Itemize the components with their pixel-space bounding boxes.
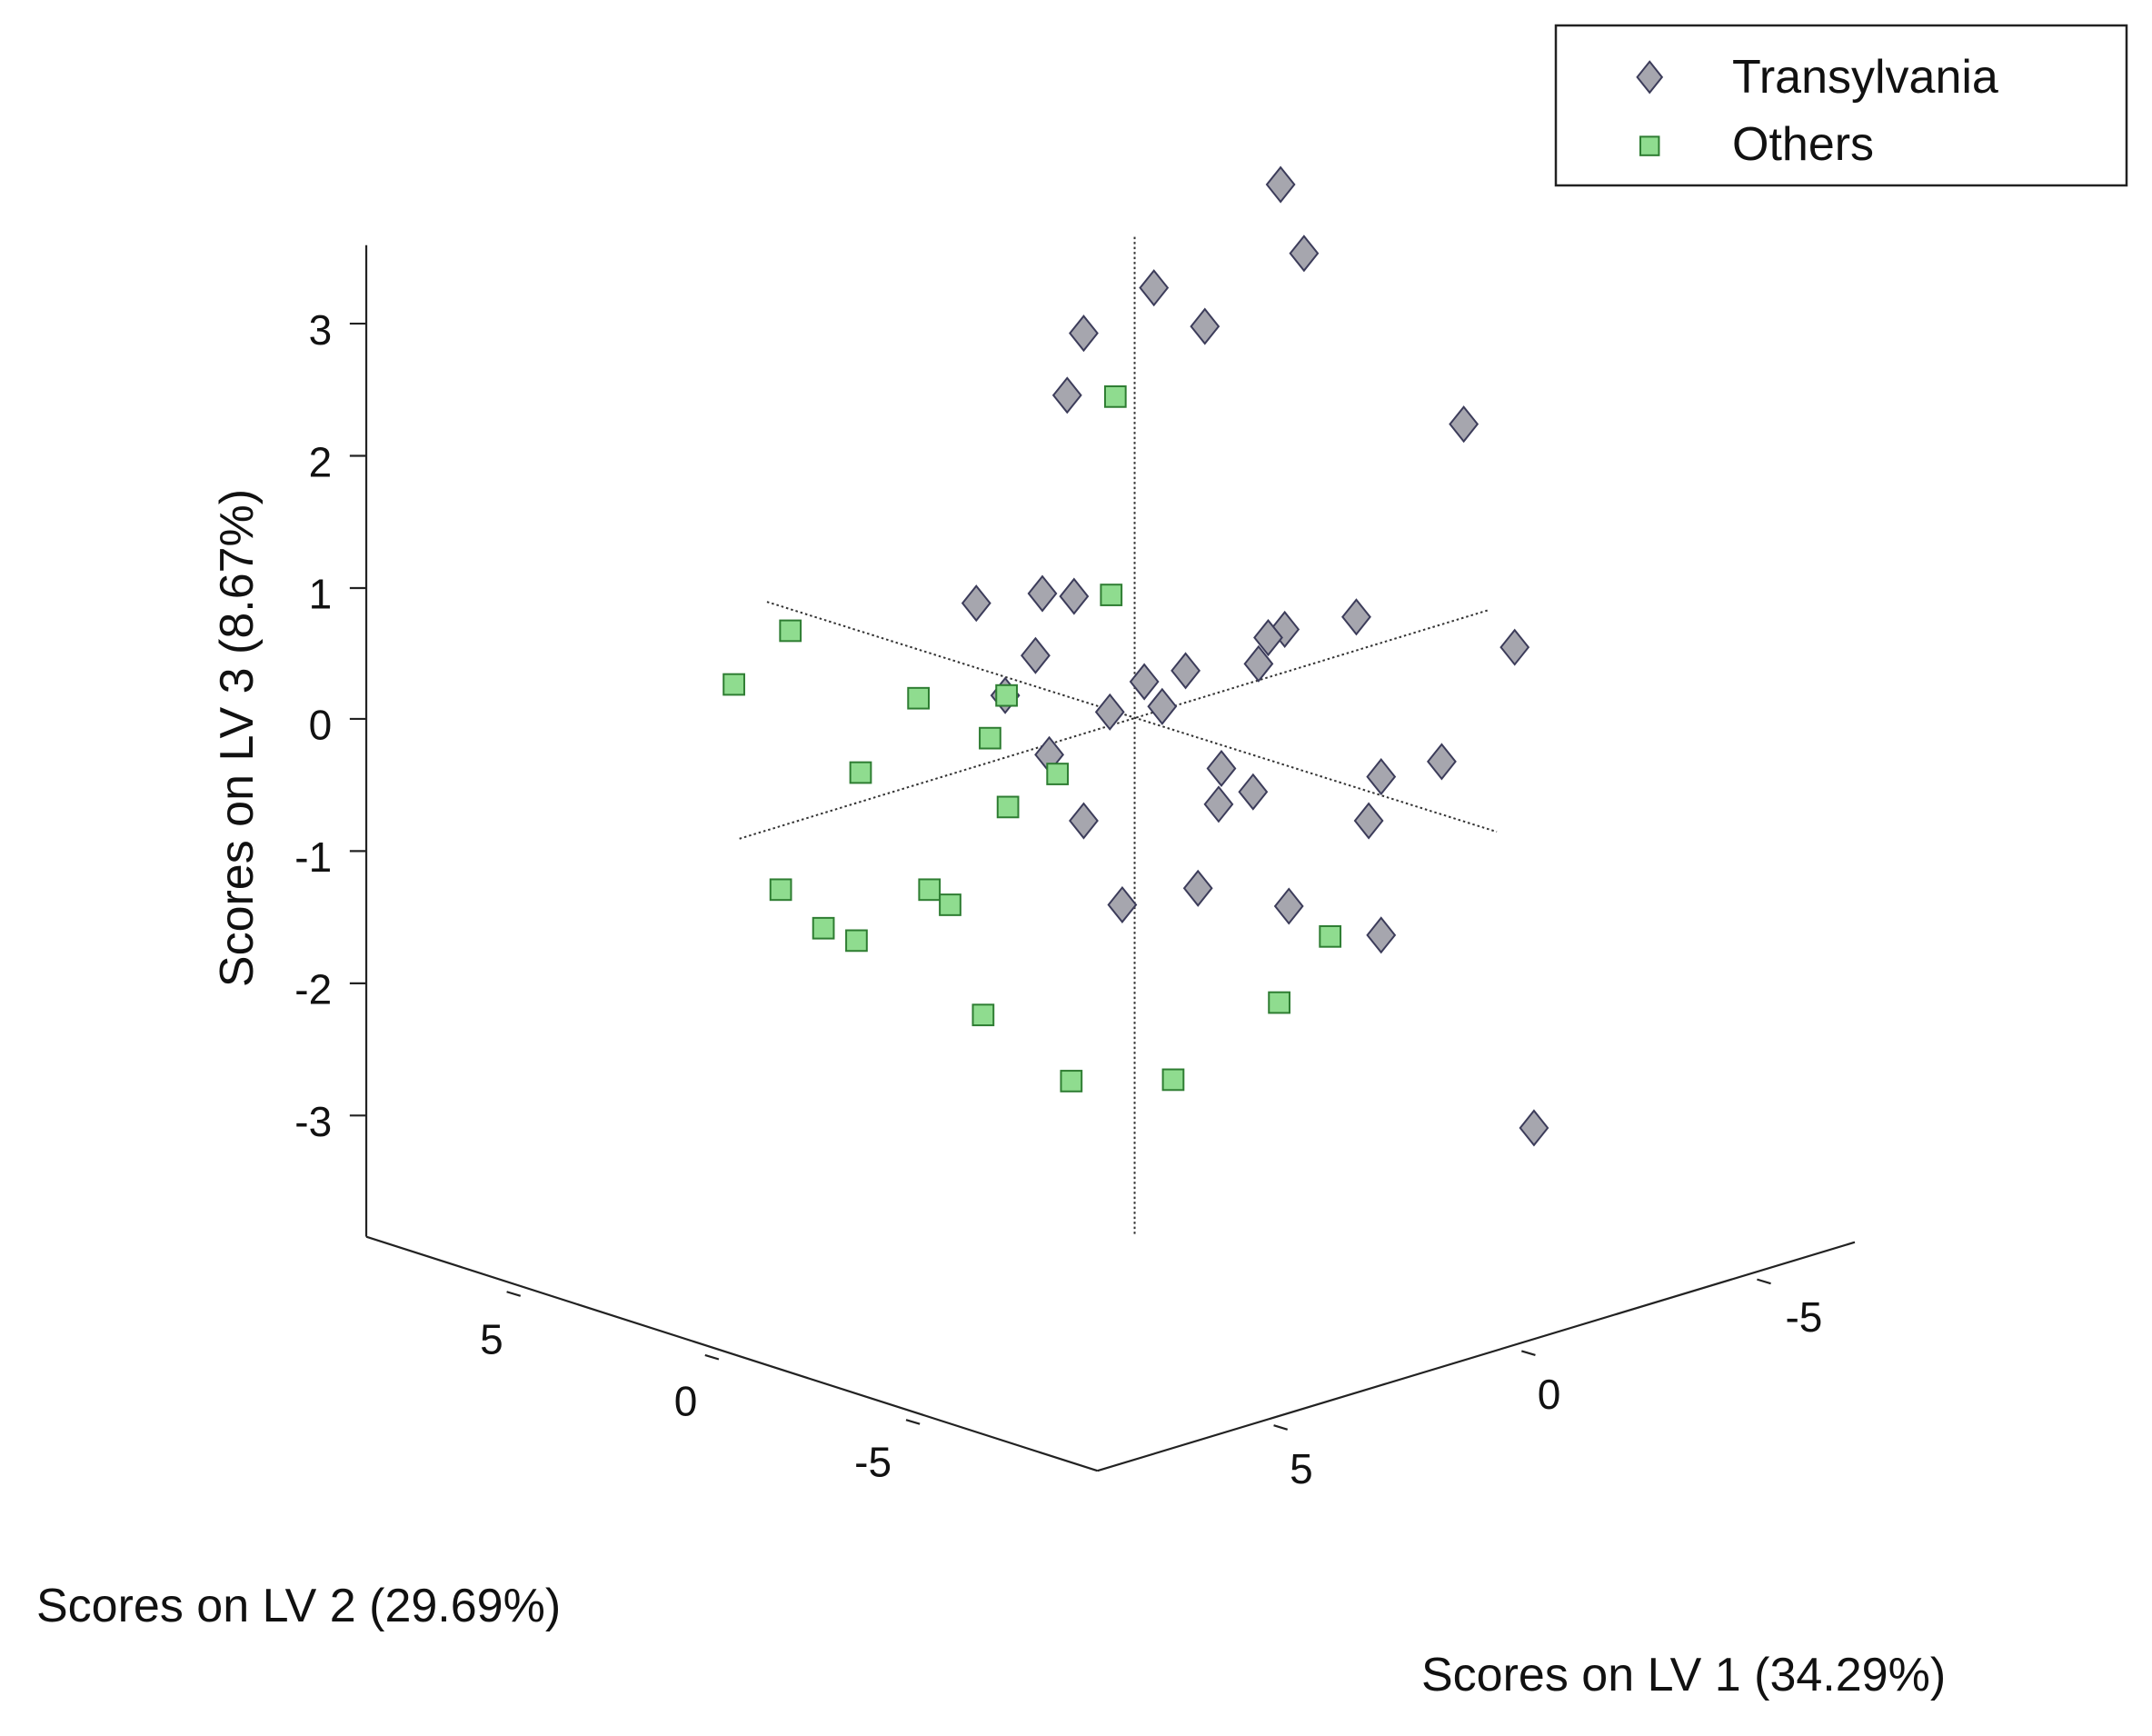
y-tick [704,1353,720,1361]
others-point [1268,991,1290,1014]
transylvania-point [1027,574,1058,613]
others-point [995,683,1018,707]
z-tick-label: 1 [309,571,333,618]
transylvania-point [1190,307,1220,345]
transylvania-point [961,584,991,623]
others-point [779,619,802,643]
x-tick [1757,1278,1771,1285]
legend-label-others: Others [1732,118,1874,171]
y-tick [506,1291,522,1297]
transylvania-point [1094,693,1125,731]
others-point [979,726,1001,750]
transylvania-point [1353,802,1384,840]
transylvania-point [1273,887,1304,925]
transylvania-point [1289,234,1320,273]
x-axis-title: Scores on LV 1 (34.29%) [1421,1649,1946,1701]
transylvania-point [1059,577,1090,615]
y-tick-label: 5 [480,1315,503,1362]
transylvania-point [1206,749,1237,788]
transylvania-point [1182,869,1213,907]
transylvania-point [1069,802,1099,840]
others-point [1100,584,1123,606]
others-point [769,878,792,902]
others-point [1103,385,1127,408]
transylvania-point [1020,636,1051,674]
transylvania-point [1129,663,1160,701]
z-tick-label: -1 [294,833,332,881]
transylvania-point [1107,885,1138,924]
x-tick [1273,1424,1289,1431]
x-tick-label: 0 [1538,1371,1561,1418]
x-tick-label: -5 [1785,1293,1822,1341]
z-tick-label: 2 [309,438,333,485]
legend-label-transylvania: Transylvania [1732,51,1998,104]
transylvania-point [1426,743,1457,781]
transylvania-point [1203,785,1234,823]
x-tick [1520,1350,1536,1357]
others-point [1319,924,1342,948]
y-tick-label: -5 [854,1438,892,1485]
transylvania-point [1519,1109,1549,1147]
tick-labels: 3 2 1 0 -1 -2 -3 5 0 -5 -5 0 5 [294,306,1822,1492]
legend: Transylvania Others [1554,24,2128,187]
others-point [1161,1068,1185,1092]
transylvania-point [1253,618,1283,657]
others-point [971,1003,995,1027]
transylvania-point [1171,652,1201,690]
others-point [1060,1070,1083,1092]
others-point [907,686,931,710]
z-tick-label: -2 [294,966,332,1013]
transylvania-point [1238,773,1269,811]
others-point [939,893,961,916]
transylvania-point [1366,758,1397,796]
data-points [722,165,1549,1147]
transylvania-point [1449,405,1480,444]
z-tick-label: 3 [309,306,333,354]
tick-marks [349,322,1771,1431]
legend-box [1554,24,2128,187]
transylvania-point [1069,314,1099,353]
transylvania-point [1051,376,1082,414]
legend-marker-diamond-icon [1636,60,1664,95]
others-point [722,673,745,696]
z-axis-title: Scores on LV 3 (8.67%) [211,489,264,987]
y-axis-line [365,1235,1098,1472]
others-point [1046,763,1070,785]
z-tick-label: -3 [294,1098,332,1145]
others-point [849,761,872,784]
transylvania-point [1147,687,1178,725]
legend-marker-square-icon [1639,135,1660,156]
transylvania-point [1499,628,1530,666]
origin-axis-descending [766,601,1498,833]
others-point [918,878,942,902]
y-tick [905,1419,921,1425]
x-axis-line [1097,1241,1856,1472]
transylvania-point [1341,598,1371,636]
y-tick-label: 0 [674,1378,698,1425]
others-point [996,795,1020,819]
transylvania-point [1265,165,1296,204]
transylvania-point [1366,916,1397,954]
z-tick-label: 0 [309,702,333,749]
transylvania-point [1139,269,1170,307]
others-point [812,916,835,940]
x-tick-label: 5 [1290,1445,1313,1492]
transylvania-point [1243,644,1274,683]
others-point [845,929,868,953]
y-axis-title: Scores on LV 2 (29.69%) [36,1580,561,1632]
axes-frame [364,236,1856,1472]
